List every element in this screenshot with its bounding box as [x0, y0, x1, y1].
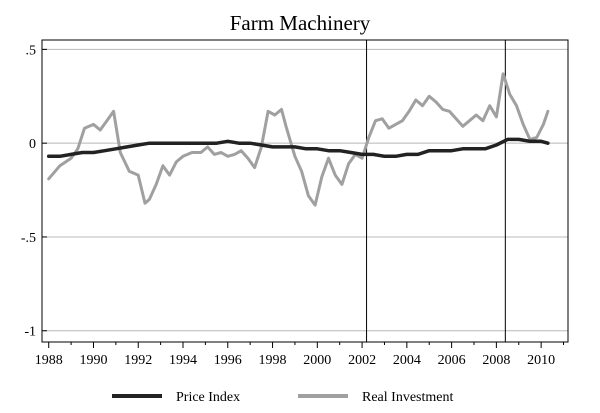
x-tick-label: 2004: [393, 353, 421, 368]
y-tick-label: -1: [24, 325, 36, 340]
axis-layer: .5 0 -.5 -1 1988 1990 1992 1994 1996 1998 2000 2002…: [21, 43, 565, 368]
series-layer: [46, 72, 550, 207]
x-tick-label: 2010: [527, 353, 555, 368]
plot-frame: [41, 39, 569, 343]
y-tick-label: -.5: [21, 231, 36, 246]
legend-label: Price Index: [176, 390, 240, 405]
x-tick-label: 1998: [259, 353, 287, 368]
legend-label: Real Investment: [362, 390, 453, 405]
grid-layer: [42, 48, 568, 332]
x-tick-label: 1994: [169, 353, 197, 368]
price-index-line: [46, 137, 550, 159]
x-tick-label: 1992: [124, 353, 152, 368]
x-tick-label: 2002: [348, 353, 376, 368]
y-tick-label: .5: [26, 43, 37, 58]
x-tick-label: 2006: [438, 353, 466, 368]
x-tick-label: 1996: [214, 353, 242, 368]
x-tick-label: 2008: [482, 353, 510, 368]
real-investment-line: [47, 72, 550, 207]
vertical-lines-layer: [366, 40, 506, 342]
legend: Price Index Real Investment: [112, 390, 453, 405]
y-tick-label: 0: [29, 137, 36, 152]
x-tick-label: 1988: [35, 353, 63, 368]
x-tick-label: 2000: [303, 353, 331, 368]
x-tick-label: 1990: [79, 353, 107, 368]
chart-title: Farm Machinery: [230, 11, 371, 35]
